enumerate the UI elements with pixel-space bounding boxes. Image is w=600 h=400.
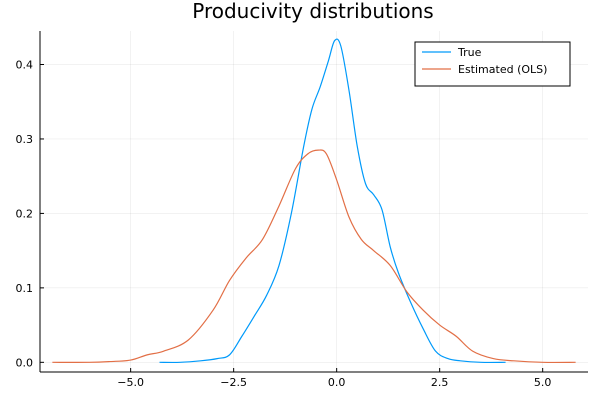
y-tick-label: 0.4 xyxy=(16,59,34,72)
y-tick-label: 0.3 xyxy=(16,133,34,146)
series-lines xyxy=(52,38,576,364)
tick-labels: −5.0 −2.5 0.0 2.5 5.0 0.0 0.1 0.2 0.3 0.4 xyxy=(16,59,552,389)
y-tick-label: 0.0 xyxy=(16,356,34,369)
legend-box xyxy=(414,41,571,87)
x-tick-label: −5.0 xyxy=(117,376,144,389)
x-tick-label: 0.0 xyxy=(328,376,346,389)
y-tick-label: 0.1 xyxy=(16,282,34,295)
chart-title: Producivity distributions xyxy=(192,0,433,23)
x-tick-label: 5.0 xyxy=(534,376,552,389)
legend: True Estimated (OLS) xyxy=(414,41,571,87)
y-tick-label: 0.2 xyxy=(16,207,34,220)
series-line-true xyxy=(159,38,506,364)
axes xyxy=(39,31,588,373)
x-tick-label: 2.5 xyxy=(431,376,449,389)
legend-label-true: True xyxy=(457,46,482,59)
x-tick-label: −2.5 xyxy=(220,376,247,389)
series-line-estimated-ols xyxy=(52,149,576,364)
legend-label-estimated-ols: Estimated (OLS) xyxy=(458,63,547,76)
